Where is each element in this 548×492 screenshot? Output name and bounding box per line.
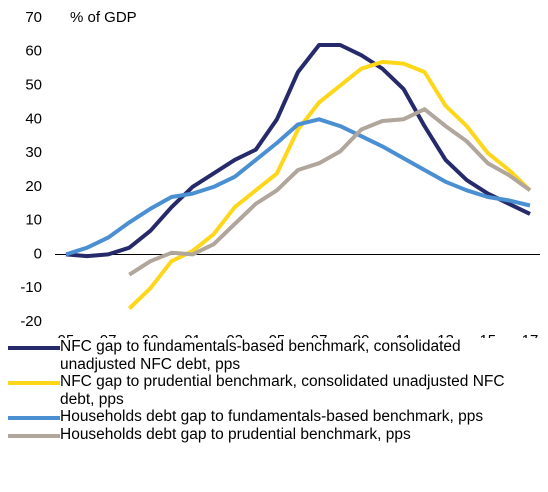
y-tick-label: -10 <box>20 279 42 296</box>
legend-swatch <box>8 433 60 438</box>
y-tick-label: 0 <box>34 245 42 262</box>
y-tick-label: 50 <box>25 77 42 94</box>
series-line <box>65 117 531 257</box>
legend-item: NFC gap to fundamentals-based benchmark,… <box>0 338 540 373</box>
y-tick-label: 40 <box>25 110 42 127</box>
y-tick-label: -20 <box>20 313 42 330</box>
legend-label: Households debt gap to fundamentals-base… <box>60 408 484 425</box>
legend-swatch <box>8 381 60 385</box>
y-tick-label: 60 <box>25 43 42 60</box>
legend-item: Households debt gap to prudential benchm… <box>0 426 540 444</box>
y-tick-label: 70 <box>25 9 42 26</box>
legend-label: NFC gap to prudential benchmark, consoli… <box>60 373 505 408</box>
legend-swatch <box>8 416 60 420</box>
legend-item: Households debt gap to fundamentals-base… <box>0 408 540 426</box>
series-line <box>128 107 532 277</box>
series-line <box>65 43 531 259</box>
legend-item: NFC gap to prudential benchmark, consoli… <box>0 373 540 408</box>
y-tick-label: 20 <box>25 178 42 195</box>
chart: % of GDP -20-100102030405060709597990103… <box>20 9 540 349</box>
legend-label: NFC gap to fundamentals-based benchmark,… <box>60 338 461 373</box>
y-axis-label: % of GDP <box>70 9 137 26</box>
y-tick-label: 10 <box>25 212 42 229</box>
series-line <box>127 59 532 310</box>
legend: NFC gap to fundamentals-based benchmark,… <box>0 338 548 443</box>
y-tick-label: 30 <box>25 144 42 161</box>
legend-label: Households debt gap to prudential benchm… <box>60 425 411 443</box>
legend-swatch <box>8 346 60 350</box>
